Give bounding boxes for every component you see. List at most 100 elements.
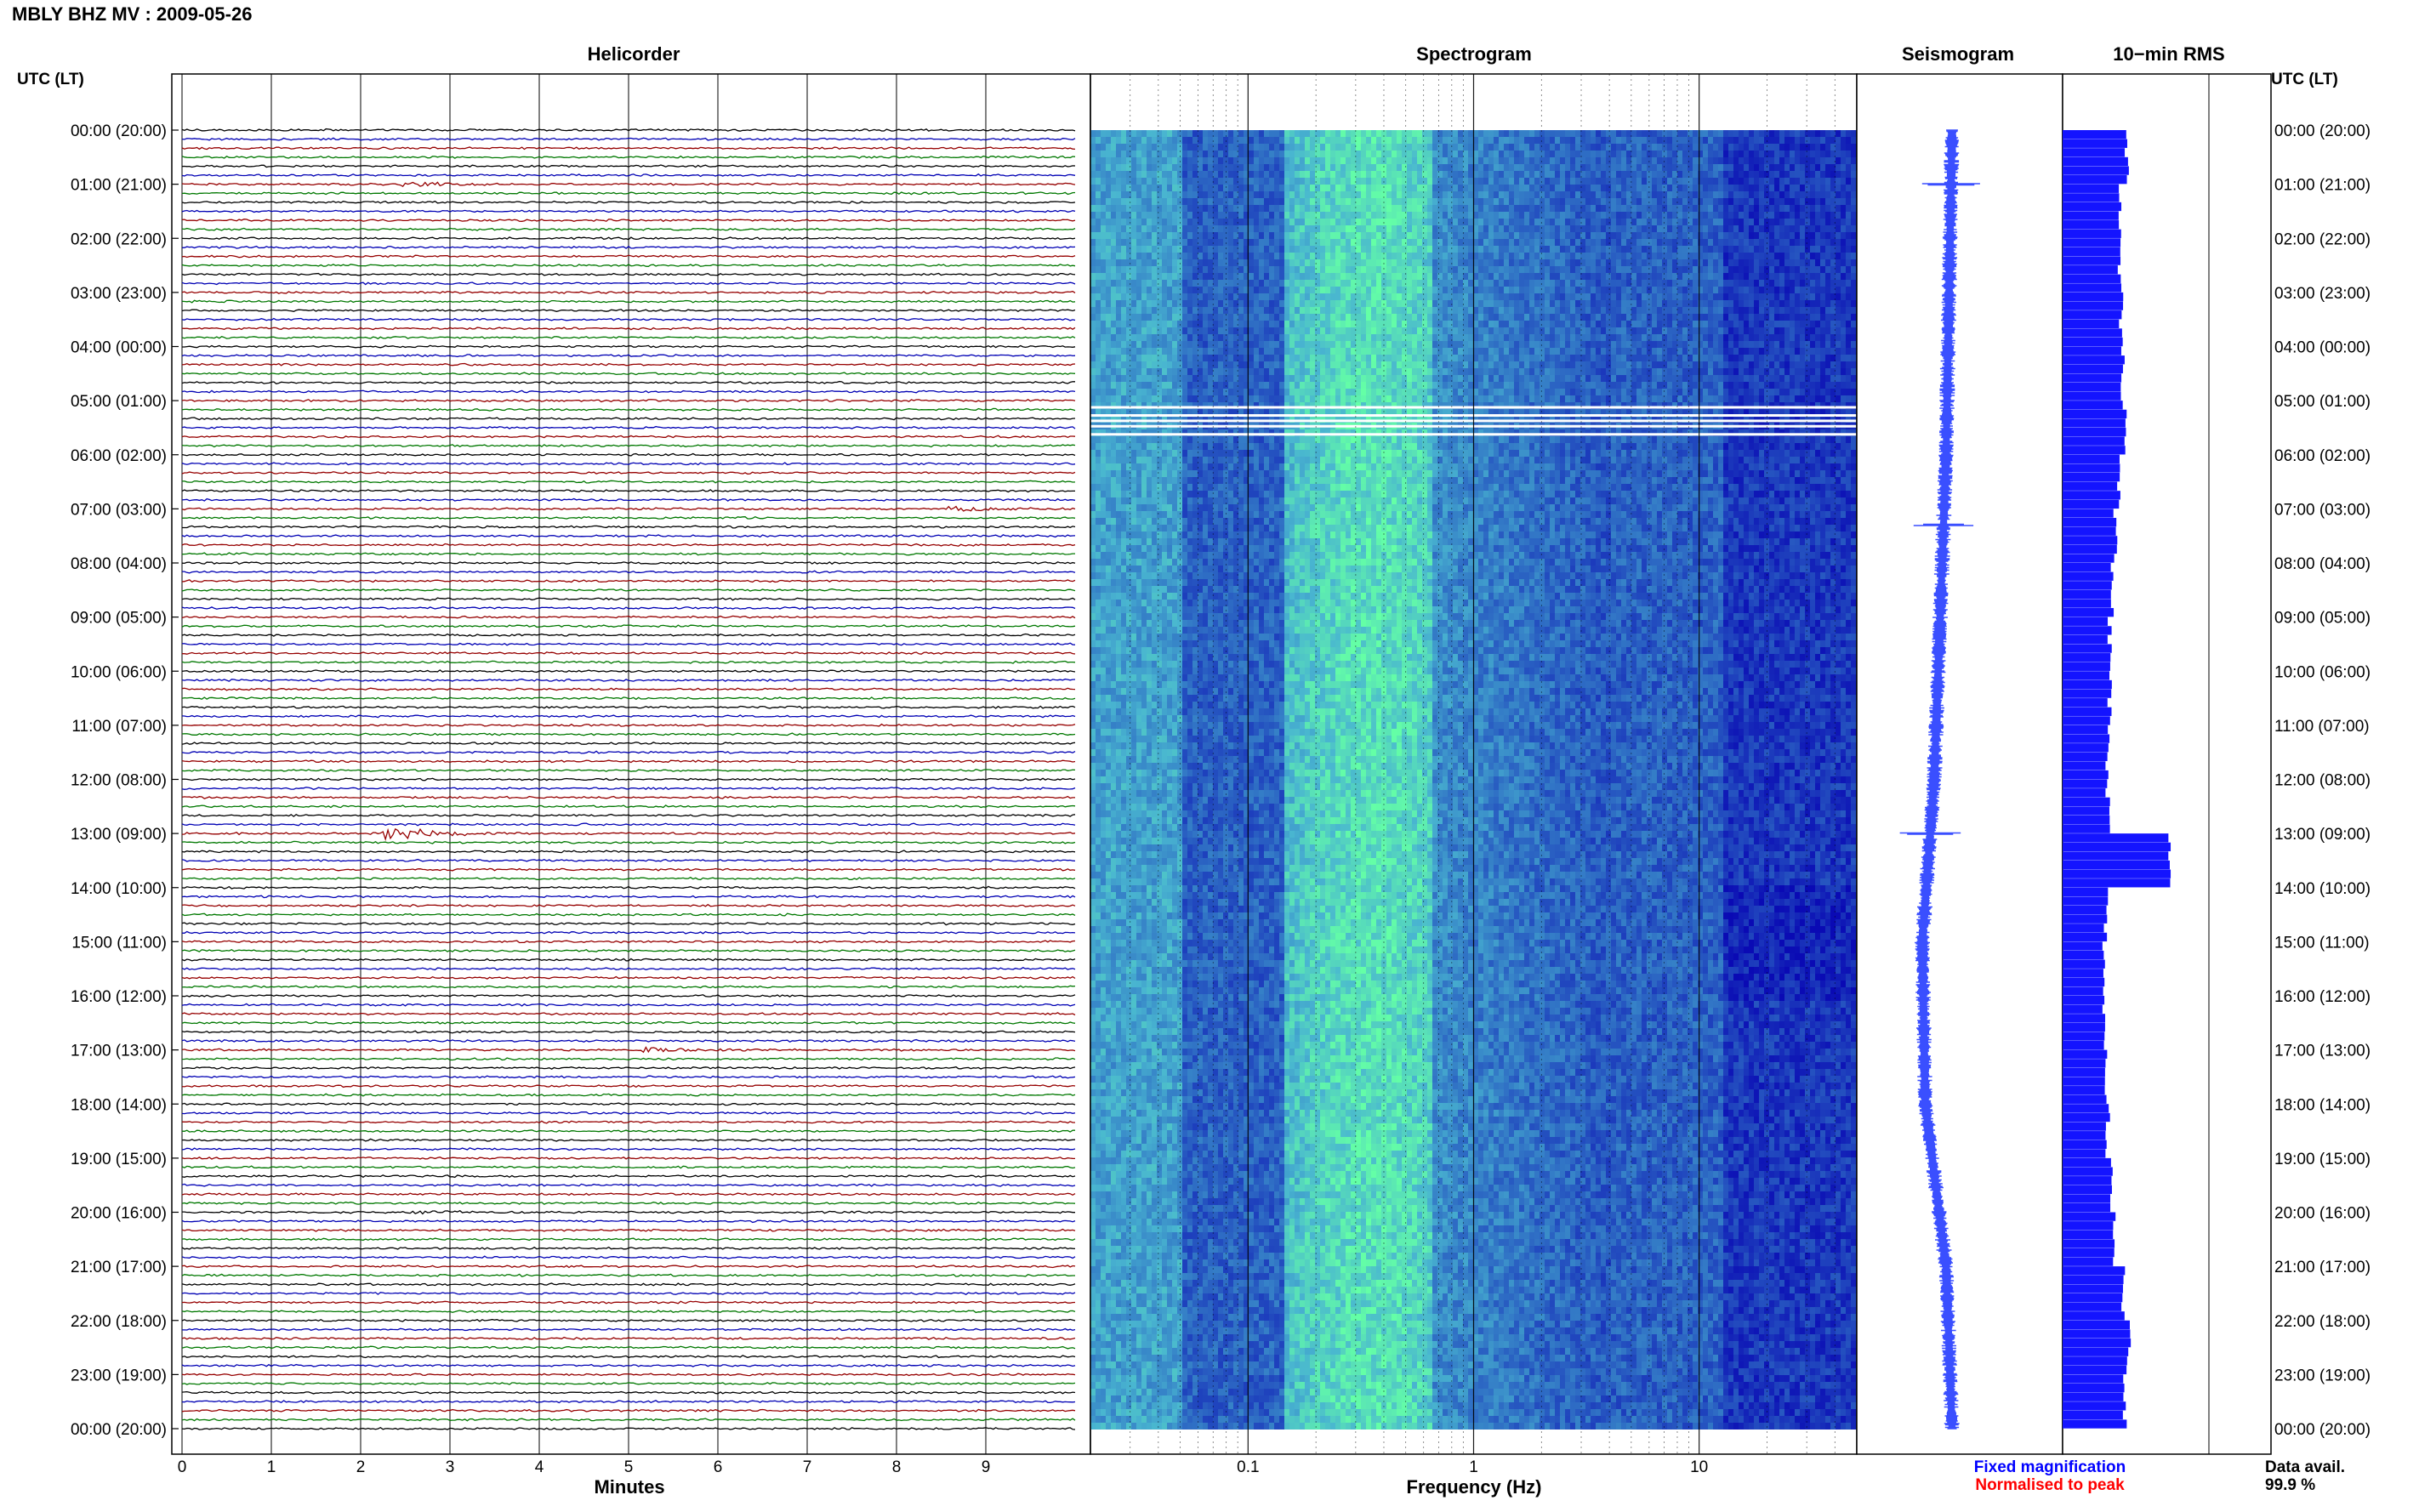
spectrogram-cell bbox=[1182, 137, 1187, 144]
spectrogram-cell bbox=[1249, 253, 1254, 259]
spectrogram-cell bbox=[1453, 157, 1458, 164]
spectrogram-cell bbox=[1534, 232, 1540, 239]
spectrogram-cell bbox=[1611, 191, 1616, 198]
spectrogram-cell bbox=[1652, 307, 1657, 314]
spectrogram-cell bbox=[1340, 219, 1346, 225]
spectrogram-cell bbox=[1836, 273, 1841, 280]
spectrogram-cell bbox=[1483, 137, 1488, 144]
spectrogram-cell bbox=[1560, 253, 1565, 259]
spectrogram-cell bbox=[1478, 273, 1483, 280]
spectrogram-cell bbox=[1718, 259, 1723, 266]
spectrogram-cell bbox=[1106, 293, 1111, 300]
spectrogram-cell bbox=[1427, 287, 1432, 293]
spectrogram-cell bbox=[1453, 341, 1458, 348]
spectrogram-cell bbox=[1412, 144, 1417, 151]
spectrogram-cell bbox=[1591, 300, 1596, 307]
spectrogram-cell bbox=[1412, 341, 1417, 348]
spectrogram-cell bbox=[1601, 212, 1606, 219]
spectrogram-cell bbox=[1157, 293, 1162, 300]
spectrogram-cell bbox=[1851, 219, 1856, 225]
helicorder-trace bbox=[181, 903, 1076, 907]
spectrogram-cell bbox=[1182, 191, 1187, 198]
spectrogram-cell bbox=[1672, 239, 1677, 246]
spectrogram-cell bbox=[1192, 171, 1198, 178]
spectrogram-cell bbox=[1744, 151, 1749, 157]
spectrogram-cell bbox=[1223, 239, 1228, 246]
spectrogram-cell bbox=[1790, 314, 1795, 321]
spectrogram-cell bbox=[1315, 259, 1320, 266]
helicorder-trace bbox=[181, 1183, 1076, 1187]
spectrogram-cell bbox=[1269, 239, 1274, 246]
spectrogram-cell bbox=[1167, 157, 1172, 164]
spectrogram-cell bbox=[1187, 164, 1192, 171]
spectrogram-cell bbox=[1570, 341, 1575, 348]
spectrogram-cell bbox=[1371, 219, 1376, 225]
spectrogram-cell bbox=[1244, 334, 1249, 341]
spectrogram-cell bbox=[1739, 293, 1744, 300]
spectrogram-cell bbox=[1223, 225, 1228, 232]
spectrogram-cell bbox=[1820, 253, 1825, 259]
spectrogram-cell bbox=[1392, 293, 1397, 300]
spectrogram-cell bbox=[1621, 225, 1626, 232]
spectrogram-cell bbox=[1825, 246, 1830, 253]
spectrogram-cell bbox=[1677, 191, 1682, 198]
spectrogram-cell bbox=[1698, 144, 1703, 151]
spectrogram-cell bbox=[1830, 293, 1836, 300]
spectrogram-cell bbox=[1585, 334, 1591, 341]
spectrogram-cell bbox=[1616, 334, 1621, 341]
spectrogram-cell bbox=[1269, 334, 1274, 341]
spectrogram-cell bbox=[1514, 341, 1519, 348]
spectrogram-cell bbox=[1422, 130, 1427, 137]
spectrogram-cell bbox=[1096, 157, 1101, 164]
spectrogram-cell bbox=[1754, 185, 1759, 191]
spectrogram-cell bbox=[1131, 157, 1136, 164]
spectrogram-cell bbox=[1121, 198, 1126, 205]
spectrogram-cell bbox=[1376, 130, 1381, 137]
spectrogram-cell bbox=[1310, 191, 1315, 198]
spectrogram-cell bbox=[1366, 266, 1371, 273]
spectrogram-cell bbox=[1805, 178, 1810, 185]
spectrogram-cell bbox=[1325, 219, 1330, 225]
spectrogram-cell bbox=[1545, 266, 1550, 273]
spectrogram-cell bbox=[1116, 198, 1121, 205]
spectrogram-cell bbox=[1647, 314, 1652, 321]
spectrogram-cell bbox=[1749, 280, 1754, 287]
spectrogram-cell bbox=[1499, 334, 1504, 341]
spectrogram-cell bbox=[1851, 280, 1856, 287]
spectrogram-cell bbox=[1626, 171, 1631, 178]
spectrogram-cell bbox=[1713, 341, 1718, 348]
spectrogram-cell bbox=[1443, 151, 1448, 157]
spectrogram-cell bbox=[1790, 171, 1795, 178]
spectrogram-cell bbox=[1259, 219, 1264, 225]
spectrogram-cell bbox=[1300, 219, 1305, 225]
spectrogram-cell bbox=[1703, 232, 1708, 239]
spectrogram-cell bbox=[1407, 327, 1412, 334]
spectrogram-cell bbox=[1667, 198, 1672, 205]
spectrogram-cell bbox=[1274, 327, 1279, 334]
spectrogram-cell bbox=[1718, 171, 1723, 178]
spectrogram-cell bbox=[1540, 273, 1545, 280]
spectrogram-cell bbox=[1478, 205, 1483, 212]
spectrogram-cell bbox=[1611, 219, 1616, 225]
spectrogram-cell bbox=[1713, 171, 1718, 178]
spectrogram-cell bbox=[1478, 232, 1483, 239]
spectrogram-cell bbox=[1136, 287, 1141, 293]
spectrogram-cell bbox=[1667, 164, 1672, 171]
spectrogram-cell bbox=[1351, 314, 1356, 321]
spectrogram-cell bbox=[1208, 287, 1213, 293]
spectrogram-cell bbox=[1366, 239, 1371, 246]
helicorder-trace bbox=[181, 1003, 1076, 1007]
spectrogram-cell bbox=[1744, 287, 1749, 293]
minute-tick-label: 3 bbox=[446, 1458, 455, 1476]
spectrogram-cell bbox=[1504, 300, 1509, 307]
spectrogram-cell bbox=[1254, 246, 1259, 253]
spectrogram-cell bbox=[1565, 137, 1570, 144]
spectrogram-cell bbox=[1116, 157, 1121, 164]
spectrogram-cell bbox=[1565, 157, 1570, 164]
spectrogram-cell bbox=[1437, 253, 1443, 259]
spectrogram-cell bbox=[1187, 280, 1192, 287]
spectrogram-cell bbox=[1366, 280, 1371, 287]
spectrogram-cell bbox=[1606, 334, 1611, 341]
spectrogram-cell bbox=[1688, 300, 1693, 307]
